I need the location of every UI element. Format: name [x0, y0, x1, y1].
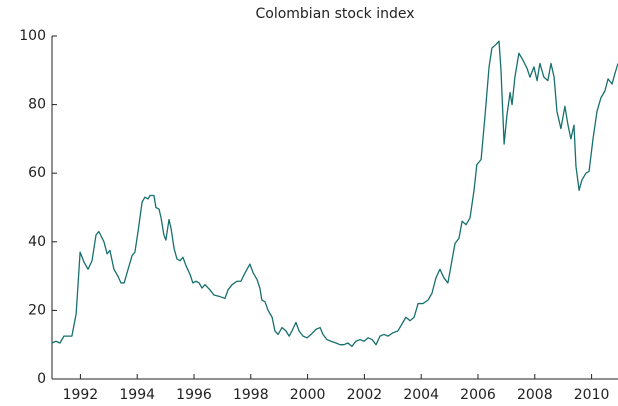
chart-title: Colombian stock index	[255, 6, 414, 22]
y-tick-label: 20	[28, 302, 46, 318]
x-tick-label: 1994	[119, 387, 155, 403]
x-tick-label: 2002	[347, 387, 383, 403]
x-tick-label: 1996	[176, 387, 212, 403]
y-tick-label: 100	[19, 28, 46, 44]
x-tick-label: 1992	[63, 387, 99, 403]
y-tick-label: 60	[28, 165, 46, 181]
x-tick-label: 2008	[517, 387, 553, 403]
x-tick-label: 2000	[290, 387, 326, 403]
x-tick-label: 2004	[403, 387, 439, 403]
line	[51, 40, 618, 348]
y-tick-label: 80	[28, 97, 46, 113]
x-tick-label: 1998	[233, 387, 269, 403]
y-tick-label: 40	[28, 234, 46, 250]
y-tick-label: 0	[37, 371, 46, 387]
x-tick-label: 2006	[460, 387, 496, 403]
x-tick-label: 2010	[574, 387, 610, 403]
